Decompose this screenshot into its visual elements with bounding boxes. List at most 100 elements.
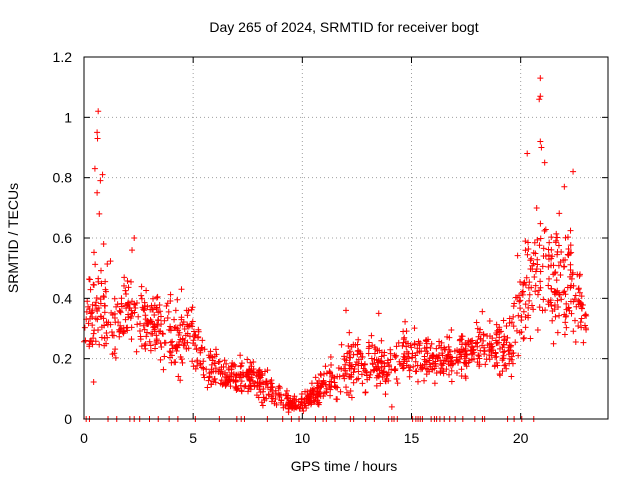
data-point [549,253,556,260]
data-point [423,340,430,347]
data-point [422,337,429,344]
data-point [334,384,341,391]
data-point [119,329,126,336]
data-point [571,317,578,324]
data-point [212,379,219,386]
data-point [338,366,345,373]
data-point [163,303,170,310]
data-point [250,359,257,366]
data-point [493,321,500,328]
data-point [167,327,174,334]
data-point [500,317,507,324]
y-tick-label: 0 [64,411,72,427]
data-point [445,343,452,350]
data-point [550,340,557,347]
data-point [567,284,574,291]
data-point [172,359,179,366]
data-point [311,398,318,405]
data-point [256,375,263,382]
data-point [211,376,218,383]
data-point [168,352,175,359]
data-point [328,362,335,369]
data-point [276,392,283,399]
x-tick-label: 15 [404,430,420,446]
data-point [134,321,141,328]
data-point [426,355,433,362]
data-point [375,363,382,370]
data-point [508,353,515,360]
data-point [169,338,176,345]
data-point [480,331,487,338]
data-point [563,300,570,307]
data-point [367,371,374,378]
data-point [177,377,184,384]
data-point [519,291,526,298]
data-point [567,242,574,249]
data-point [448,327,455,334]
data-point [346,362,353,369]
data-point [314,387,321,394]
data-point [546,275,553,282]
data-point [345,392,352,399]
data-point [494,339,501,346]
data-point [320,393,327,400]
data-point [140,322,147,329]
data-point [209,357,216,364]
data-point [371,350,378,357]
data-point [175,373,182,380]
data-point [405,364,412,371]
data-point [527,335,534,342]
data-point [87,310,94,317]
data-point [341,356,348,363]
data-point [458,341,465,348]
data-point [560,289,567,296]
data-point [147,342,154,349]
data-point [438,339,445,346]
data-point [575,323,582,330]
data-point [527,257,534,264]
data-point [526,291,533,298]
data-point [327,354,334,361]
data-point [227,383,234,390]
data-point [117,308,124,315]
data-point [221,357,228,364]
data-point [469,337,476,344]
data-point [575,297,582,304]
data-point [557,271,564,278]
data-point [186,333,193,340]
data-point [184,339,191,346]
data-point [146,338,153,345]
data-point [517,297,524,304]
data-point [536,287,543,294]
data-point [218,368,225,375]
data-point [541,227,548,234]
data-point [156,301,163,308]
data-point [222,373,229,380]
data-point [292,402,299,409]
data-point [417,362,424,369]
data-point [537,284,544,291]
data-point [530,249,537,256]
data-point [448,367,455,374]
data-point [378,364,385,371]
data-point [168,359,175,366]
data-point [144,317,151,324]
data-point [208,361,215,368]
data-point [515,312,522,319]
data-point [382,378,389,385]
data-point [141,326,148,333]
data-point [524,150,531,157]
data-point [314,380,321,387]
data-point [382,391,389,398]
data-point [109,351,116,358]
data-point [192,342,199,349]
data-point [94,129,101,136]
data-point [212,346,219,353]
data-point [104,334,111,341]
data-point [441,357,448,364]
data-point [548,246,555,253]
data-point [567,227,574,234]
data-point [167,297,174,304]
data-point [149,306,156,313]
